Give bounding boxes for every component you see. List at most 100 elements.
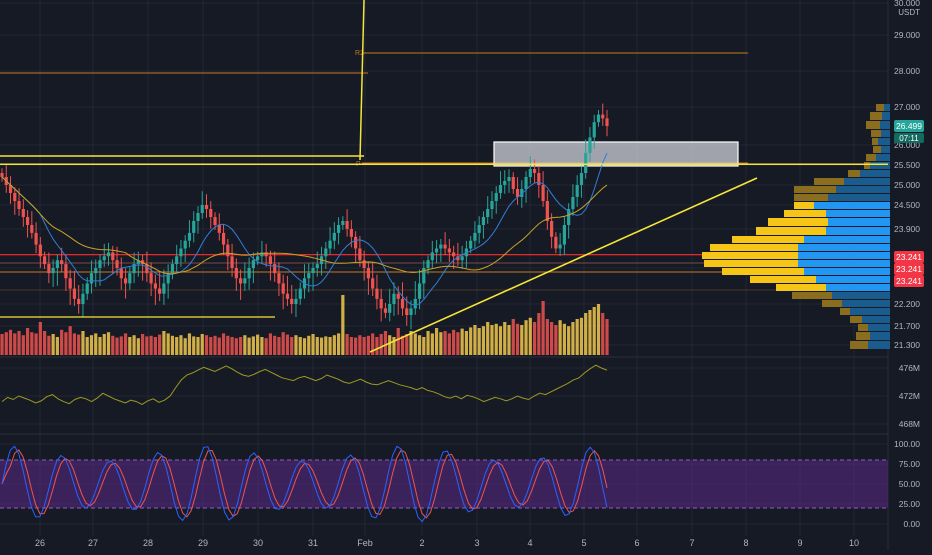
candle-body[interactable] xyxy=(524,177,528,189)
rising-trendline[interactable] xyxy=(369,177,758,353)
candle-body[interactable] xyxy=(439,244,443,249)
candle-body[interactable] xyxy=(396,293,400,299)
candle-body[interactable] xyxy=(264,252,268,257)
candle-body[interactable] xyxy=(281,283,285,294)
candle-body[interactable] xyxy=(379,298,383,309)
candle-body[interactable] xyxy=(490,201,494,209)
candle-body[interactable] xyxy=(226,244,230,257)
candle-body[interactable] xyxy=(392,293,396,304)
candle-body[interactable] xyxy=(354,236,358,249)
candle-body[interactable] xyxy=(567,209,571,225)
candle-body[interactable] xyxy=(38,244,42,257)
candle-body[interactable] xyxy=(55,260,59,268)
candle-body[interactable] xyxy=(13,193,17,201)
candle-body[interactable] xyxy=(345,221,349,229)
candle-body[interactable] xyxy=(243,278,247,284)
candle-body[interactable] xyxy=(571,197,575,209)
candle-body[interactable] xyxy=(332,232,336,241)
candle-body[interactable] xyxy=(605,118,609,127)
candle-body[interactable] xyxy=(21,209,25,217)
candle-body[interactable] xyxy=(336,225,341,233)
candle-body[interactable] xyxy=(452,252,456,257)
candle-body[interactable] xyxy=(486,209,490,217)
candle-body[interactable] xyxy=(192,221,196,233)
candle-body[interactable] xyxy=(541,185,545,201)
candle-body[interactable] xyxy=(153,283,157,289)
candle-body[interactable] xyxy=(400,298,405,309)
candle-body[interactable] xyxy=(64,264,68,279)
candle-body[interactable] xyxy=(260,252,264,257)
candle-body[interactable] xyxy=(234,268,238,279)
candle-body[interactable] xyxy=(515,189,520,197)
candle-body[interactable] xyxy=(554,236,558,249)
candle-body[interactable] xyxy=(456,256,460,261)
candle-body[interactable] xyxy=(273,264,277,274)
candle-body[interactable] xyxy=(511,177,515,189)
candle-body[interactable] xyxy=(17,201,21,209)
candle-body[interactable] xyxy=(562,225,566,245)
candle-body[interactable] xyxy=(550,221,554,237)
candle-body[interactable] xyxy=(128,273,132,284)
candle-body[interactable] xyxy=(520,189,524,197)
candle-body[interactable] xyxy=(434,248,439,253)
candle-body[interactable] xyxy=(294,298,298,304)
candle-body[interactable] xyxy=(47,264,51,274)
candle-body[interactable] xyxy=(503,181,507,185)
candle-body[interactable] xyxy=(238,278,243,284)
candle-body[interactable] xyxy=(34,232,38,245)
candle-body[interactable] xyxy=(43,256,47,265)
candle-body[interactable] xyxy=(447,248,451,253)
candle-body[interactable] xyxy=(187,232,192,241)
candle-body[interactable] xyxy=(221,232,226,245)
candle-body[interactable] xyxy=(349,229,353,237)
candle-body[interactable] xyxy=(358,248,362,261)
candle-body[interactable] xyxy=(596,114,601,123)
candle-body[interactable] xyxy=(81,293,85,304)
candle-body[interactable] xyxy=(383,308,388,313)
candle-body[interactable] xyxy=(388,304,392,313)
candle-body[interactable] xyxy=(115,260,119,268)
candle-body[interactable] xyxy=(409,308,413,315)
candle-body[interactable] xyxy=(106,252,111,257)
candle-body[interactable] xyxy=(290,298,294,304)
price-candles[interactable] xyxy=(0,103,609,330)
candle-body[interactable] xyxy=(213,217,217,225)
candle-body[interactable] xyxy=(426,260,430,268)
candle-body[interactable] xyxy=(430,252,434,261)
candle-body[interactable] xyxy=(251,260,255,268)
candle-body[interactable] xyxy=(545,201,549,221)
candle-body[interactable] xyxy=(51,268,55,274)
candle-body[interactable] xyxy=(268,256,273,265)
candle-body[interactable] xyxy=(119,268,123,279)
candle-body[interactable] xyxy=(579,173,584,185)
candle-body[interactable] xyxy=(98,260,102,268)
candle-body[interactable] xyxy=(77,298,81,304)
candle-body[interactable] xyxy=(94,268,98,274)
vertical-trendline[interactable] xyxy=(359,0,365,161)
candle-body[interactable] xyxy=(362,260,366,268)
candle-body[interactable] xyxy=(285,293,290,299)
candle-body[interactable] xyxy=(111,252,115,261)
candle-body[interactable] xyxy=(481,217,486,225)
candle-body[interactable] xyxy=(8,185,13,193)
candle-body[interactable] xyxy=(588,137,592,153)
candle-body[interactable] xyxy=(170,264,175,274)
candle-body[interactable] xyxy=(256,256,260,261)
candle-body[interactable] xyxy=(601,114,605,119)
candle-body[interactable] xyxy=(196,213,200,221)
candle-body[interactable] xyxy=(324,248,328,257)
candle-body[interactable] xyxy=(417,283,422,299)
candle-body[interactable] xyxy=(413,298,417,309)
candle-body[interactable] xyxy=(132,264,136,274)
candle-body[interactable] xyxy=(89,273,94,284)
candle-body[interactable] xyxy=(166,273,170,284)
candle-body[interactable] xyxy=(123,278,128,284)
candle-body[interactable] xyxy=(277,273,281,284)
candle-body[interactable] xyxy=(60,260,64,265)
candle-body[interactable] xyxy=(537,173,541,185)
candle-body[interactable] xyxy=(558,244,562,249)
candle-body[interactable] xyxy=(200,205,204,213)
candle-body[interactable] xyxy=(204,205,209,209)
candle-body[interactable] xyxy=(375,288,379,299)
candle-body[interactable] xyxy=(371,278,375,289)
